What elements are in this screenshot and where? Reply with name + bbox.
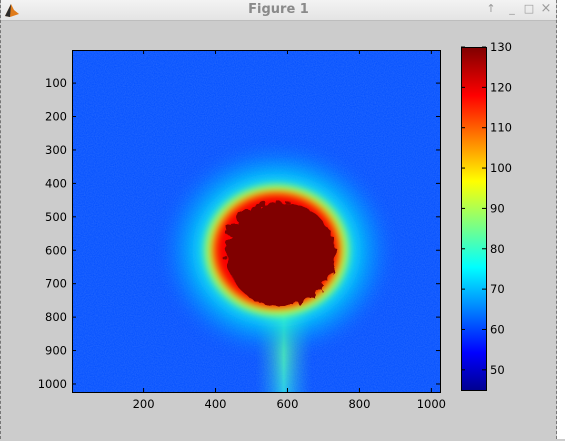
y-tick-label-5: 600 — [45, 243, 67, 257]
y-tick-label-1: 200 — [45, 110, 67, 124]
colorbar-axis: 50 60 70 80 90 100 110 120 130 — [461, 40, 512, 377]
y-axis: 100 200 300 400 500 600 700 800 900 1000 — [38, 76, 440, 391]
axes-frame — [72, 50, 441, 393]
x-tick-label-2: 600 — [276, 397, 298, 411]
figure-canvas: 200 400 600 800 1000 100 200 300 400 500 600 700 80… — [1, 21, 556, 441]
desktop-edge — [557, 0, 565, 439]
y-tick-label-2: 300 — [45, 143, 67, 157]
title-bar[interactable]: Figure 1 ↑ _ □ × — [1, 0, 556, 21]
y-tick-label-8: 900 — [45, 344, 67, 358]
colorbar-tick-label-5: 100 — [490, 161, 512, 175]
x-axis: 200 400 600 800 1000 — [133, 50, 446, 411]
heatmap-image — [72, 50, 440, 392]
maximize-button[interactable]: □ — [523, 2, 535, 15]
minimize-button[interactable]: _ — [509, 2, 515, 15]
colorbar-tick-label-8: 130 — [490, 40, 512, 54]
colorbar[interactable] — [461, 47, 487, 391]
y-tick-label-9: 1000 — [38, 377, 67, 391]
colorbar-tick-label-0: 50 — [490, 363, 505, 377]
colorbar-tick-label-4: 90 — [490, 201, 505, 215]
window-title: Figure 1 — [248, 2, 309, 17]
colorbar-tick-label-6: 110 — [490, 121, 512, 135]
pin-button[interactable]: ↑ — [486, 2, 496, 15]
colorbar-tick-label-7: 120 — [490, 80, 512, 94]
y-tick-label-3: 400 — [45, 176, 67, 190]
x-tick-label-1: 400 — [205, 397, 227, 411]
y-tick-label-0: 100 — [45, 76, 67, 90]
matlab-icon — [5, 4, 19, 17]
colorbar-tick-label-3: 80 — [490, 242, 505, 256]
colorbar-tick-label-1: 60 — [490, 322, 505, 336]
saturated-blob — [222, 197, 332, 303]
colorbar-tick-label-2: 70 — [490, 282, 505, 296]
y-tick-label-7: 800 — [45, 310, 67, 324]
x-tick-label-4: 1000 — [417, 397, 446, 411]
x-tick-label-0: 200 — [133, 397, 155, 411]
heatmap-figure[interactable]: 200 400 600 800 1000 100 200 300 400 500 600 700 80… — [1, 21, 556, 437]
close-button[interactable]: × — [540, 1, 552, 16]
x-tick-label-3: 800 — [348, 397, 370, 411]
y-tick-label-4: 500 — [45, 210, 67, 224]
y-tick-label-6: 700 — [45, 277, 67, 291]
